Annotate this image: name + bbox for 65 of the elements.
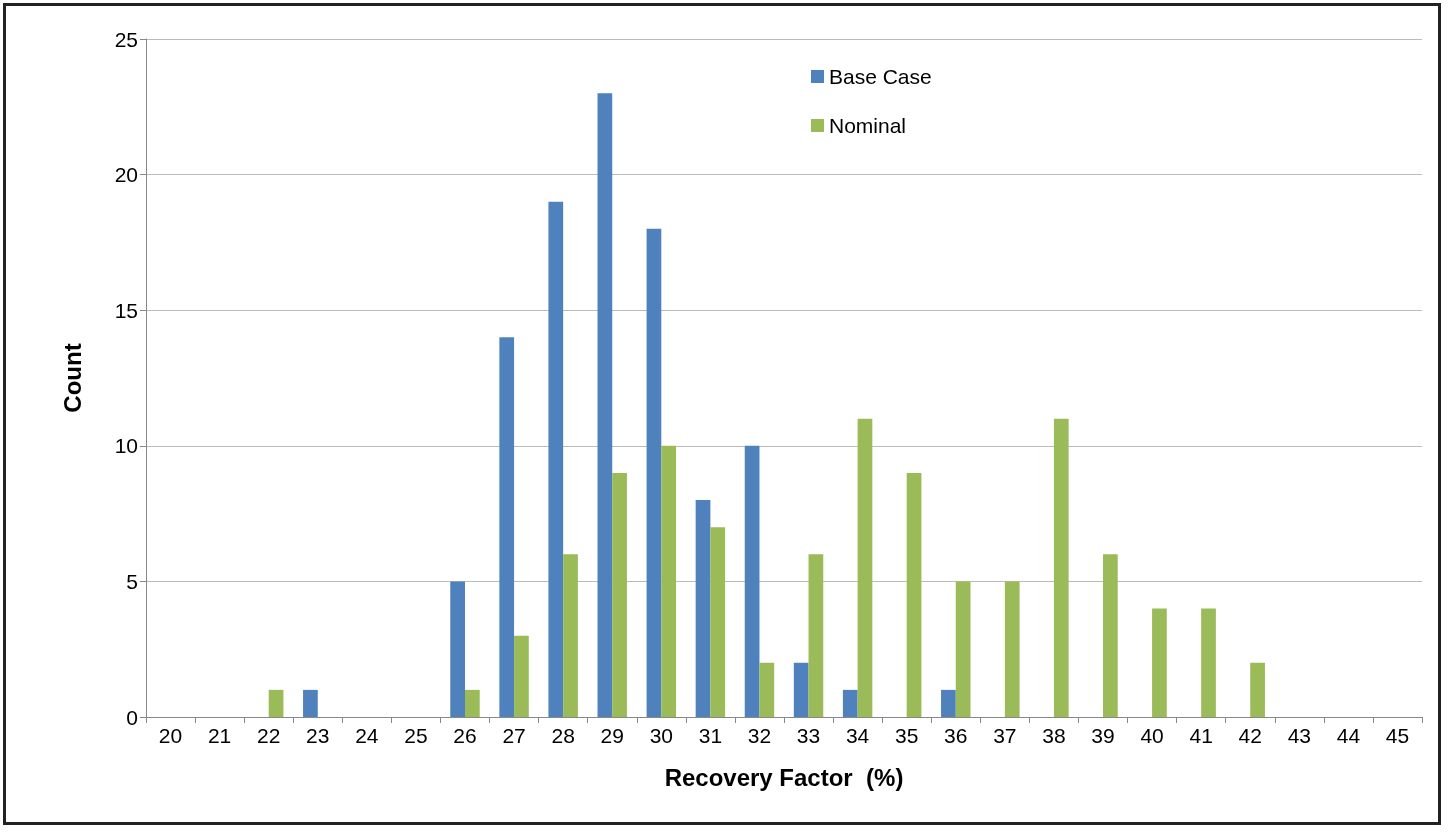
x-tick-label: 41	[1189, 724, 1213, 747]
bar	[612, 472, 627, 717]
x-tick-label: 28	[551, 724, 575, 747]
bar	[1152, 608, 1167, 717]
bar	[646, 228, 662, 717]
bar	[499, 337, 515, 717]
x-tick-label: 23	[306, 724, 330, 747]
legend-label: Nominal	[829, 114, 907, 137]
bar	[1004, 581, 1020, 717]
bar	[1250, 662, 1265, 717]
y-tick-label: 10	[114, 434, 138, 458]
y-axis-title: Count	[58, 343, 86, 413]
y-tick-label: 5	[126, 569, 138, 593]
bar	[1053, 418, 1069, 717]
x-tick-label: 43	[1287, 724, 1311, 747]
x-tick-label: 21	[207, 724, 232, 747]
bar	[465, 689, 480, 717]
x-tick-label: 36	[944, 724, 968, 747]
bar	[857, 418, 873, 717]
bar	[842, 689, 858, 717]
bar	[906, 472, 922, 717]
bar	[759, 662, 775, 717]
x-tick-label: 45	[1385, 724, 1410, 747]
x-tick-label: 40	[1140, 724, 1164, 747]
y-tick-label: 25	[114, 27, 138, 51]
bar	[548, 201, 564, 717]
x-tick-label: 35	[895, 724, 919, 747]
x-tick-label: 34	[845, 724, 870, 747]
x-axis-title: Recovery Factor (%)	[664, 763, 904, 791]
x-tick-label: 26	[453, 724, 477, 747]
legend-label: Base Case	[829, 65, 932, 88]
x-tick-label: 29	[600, 724, 624, 747]
bar	[303, 689, 318, 717]
x-tick-label: 25	[404, 724, 428, 747]
bar	[514, 635, 529, 717]
x-tick-label: 33	[796, 724, 821, 747]
bar	[597, 93, 613, 717]
bar	[1103, 554, 1118, 717]
y-tick-label: 20	[114, 163, 138, 187]
x-tick-label: 24	[355, 724, 379, 747]
bar	[450, 581, 465, 717]
bar	[744, 445, 760, 717]
x-tick-label: 42	[1238, 724, 1262, 747]
bar	[1201, 608, 1216, 717]
bar	[955, 581, 971, 717]
x-tick-label: 38	[1042, 724, 1066, 747]
x-tick-label: 32	[747, 724, 772, 747]
x-tick-label: 22	[257, 724, 281, 747]
bar	[695, 500, 711, 717]
y-tick-label: 0	[126, 705, 138, 729]
x-tick-label: 31	[698, 724, 723, 747]
bar	[268, 689, 284, 717]
x-tick-label: 20	[158, 724, 183, 747]
x-tick-label: 39	[1091, 724, 1115, 747]
x-tick-label: 27	[502, 724, 526, 747]
x-tick-label: 37	[993, 724, 1017, 747]
bar	[710, 527, 726, 717]
bar	[808, 554, 824, 717]
x-tick-label: 44	[1336, 724, 1361, 747]
y-tick-label: 15	[114, 298, 138, 322]
bar	[941, 689, 956, 717]
x-tick-label: 30	[649, 724, 673, 747]
bar	[661, 445, 677, 717]
bar	[563, 554, 578, 717]
bar	[793, 662, 809, 717]
